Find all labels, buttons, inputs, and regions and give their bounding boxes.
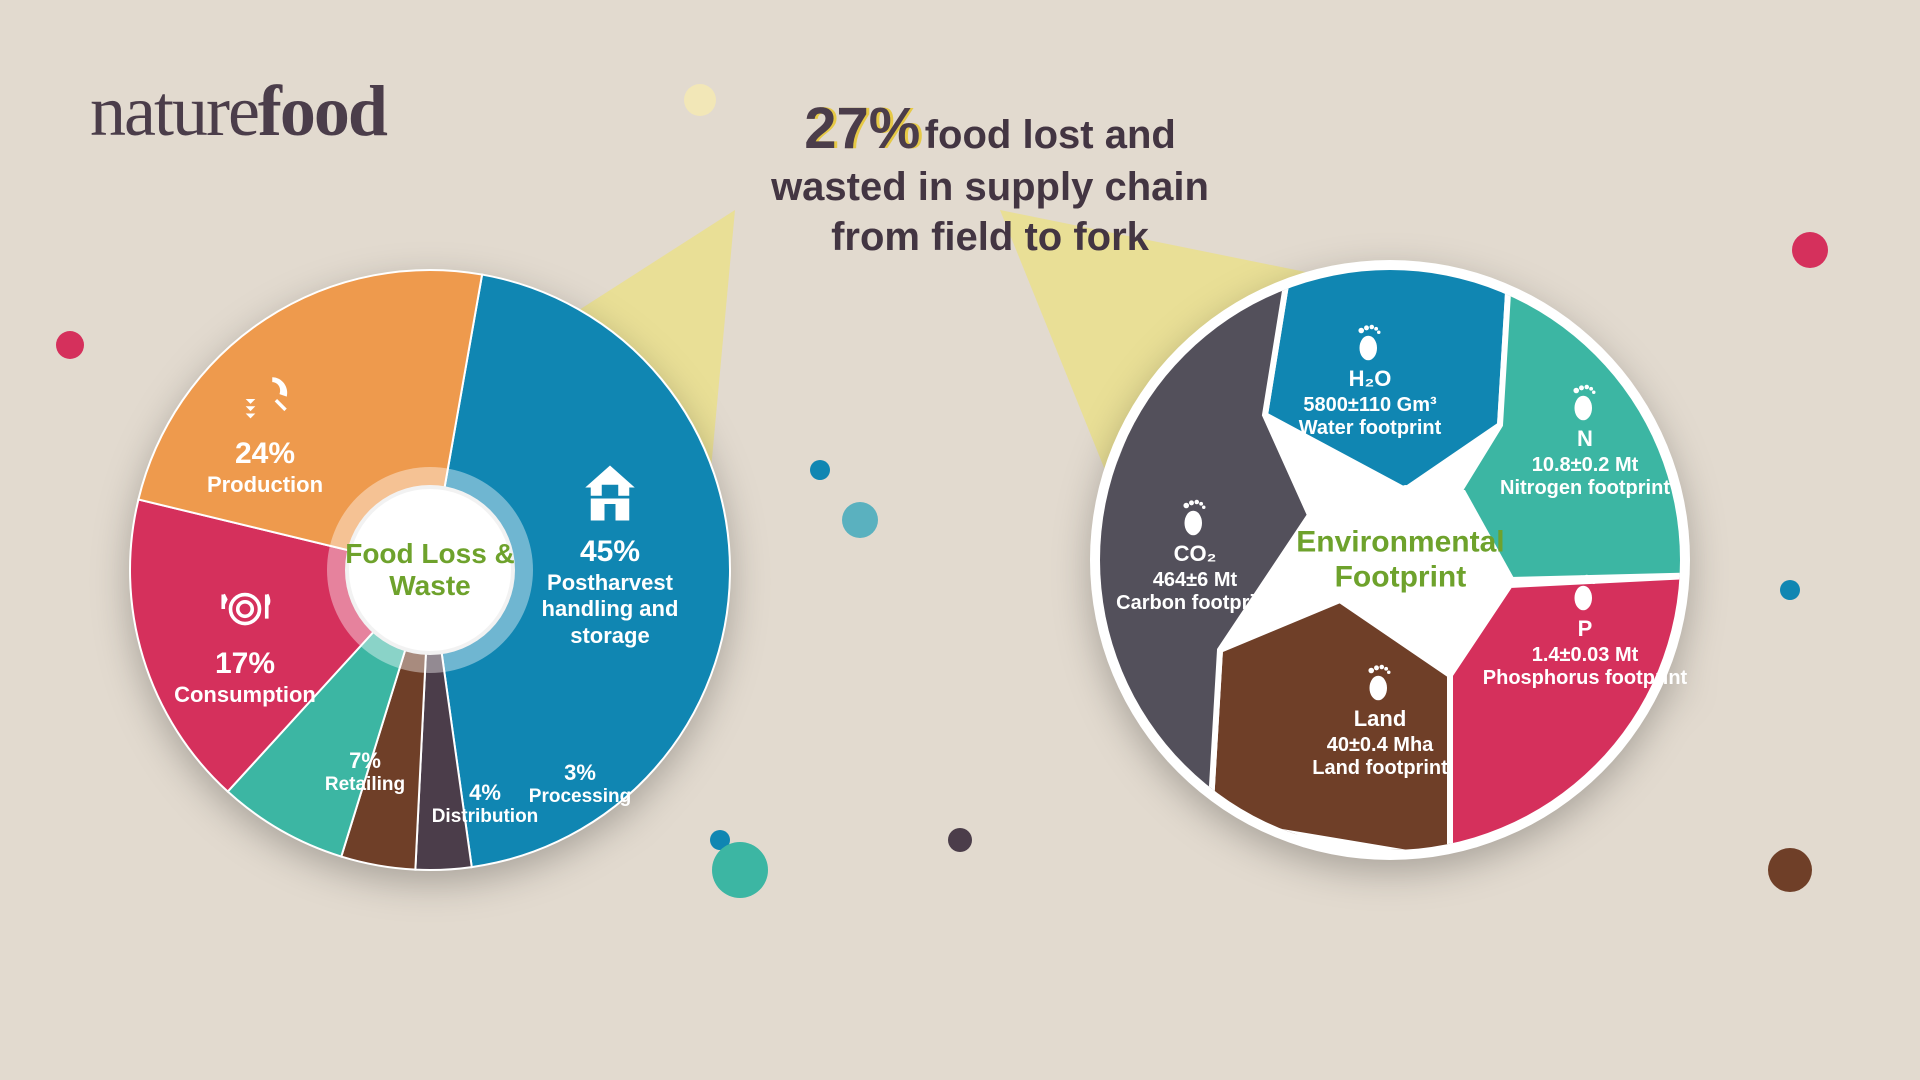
foot-icon bbox=[1564, 570, 1606, 612]
pie-label-distribution: 4% Distribution bbox=[410, 780, 560, 829]
env-label-phosphorus: P 1.4±0.03 Mt Phosphorus footprint bbox=[1480, 570, 1690, 690]
pie-label-postharvest: 45% Postharvest handling and storage bbox=[500, 460, 720, 649]
pie-name-4: Consumption bbox=[155, 682, 335, 708]
pie-pct-4: 17% bbox=[155, 646, 335, 682]
env-val-2: 1.4±0.03 Mt bbox=[1480, 644, 1690, 667]
pie-name-3: Retailing bbox=[310, 774, 420, 797]
env-formula-4: CO₂ bbox=[1100, 541, 1290, 567]
pie-label-production: 24% Production bbox=[175, 370, 355, 498]
env-center-2: Footprint bbox=[1335, 560, 1467, 593]
env-formula-1: N bbox=[1490, 426, 1680, 452]
env-val-3: 40±0.4 Mha bbox=[1280, 734, 1480, 757]
pie-label-consumption: 17% Consumption bbox=[155, 580, 335, 708]
env-label-carbon: CO₂ 464±6 Mt Carbon footprint bbox=[1100, 495, 1290, 615]
env-name-0: Water footprint bbox=[1270, 417, 1470, 440]
env-val-1: 10.8±0.2 Mt bbox=[1490, 454, 1680, 477]
headline-line1: food lost and bbox=[925, 113, 1176, 157]
env-label-water: H₂O 5800±110 Gm³ Water footprint bbox=[1270, 320, 1470, 440]
decor-dot bbox=[1780, 580, 1800, 600]
decor-dot bbox=[810, 460, 830, 480]
brand-part2: food bbox=[258, 71, 386, 151]
brand-part1: nature bbox=[90, 71, 258, 151]
pie-center-label: Food Loss & Waste bbox=[345, 538, 515, 602]
pie-pct-0: 45% bbox=[500, 534, 720, 570]
headline-line2: wasted in supply chain bbox=[771, 165, 1209, 209]
sickle-wheat-icon bbox=[236, 370, 294, 428]
headline: 27% food lost and wasted in supply chain… bbox=[720, 95, 1260, 262]
decor-dot bbox=[684, 84, 716, 116]
pie-name-2: Distribution bbox=[410, 806, 560, 829]
environmental-circle: Environmental Footprint H₂O 5800±110 Gm³… bbox=[1090, 260, 1690, 860]
env-center-label: Environmental Footprint bbox=[1296, 526, 1504, 595]
decor-dot bbox=[1768, 848, 1812, 892]
house-icon bbox=[577, 460, 643, 526]
pie-name-5: Production bbox=[175, 472, 355, 498]
foot-icon bbox=[1359, 660, 1401, 702]
env-formula-2: P bbox=[1480, 616, 1690, 642]
foot-icon bbox=[1349, 320, 1391, 362]
env-formula-3: Land bbox=[1280, 706, 1480, 732]
decor-dot bbox=[842, 502, 878, 538]
env-val-4: 464±6 Mt bbox=[1100, 569, 1290, 592]
env-formula-0: H₂O bbox=[1270, 366, 1470, 392]
env-center-1: Environmental bbox=[1296, 526, 1504, 559]
headline-line3: from field to fork bbox=[831, 215, 1149, 259]
pie-pct-2: 4% bbox=[410, 780, 560, 806]
foot-icon bbox=[1174, 495, 1216, 537]
env-val-0: 5800±110 Gm³ bbox=[1270, 394, 1470, 417]
brand-logo: naturefood bbox=[90, 70, 386, 153]
env-name-4: Carbon footprint bbox=[1100, 592, 1290, 615]
decor-dot bbox=[56, 331, 84, 359]
food-loss-pie: 45% Postharvest handling and storage 3% … bbox=[120, 260, 740, 880]
plate-icon bbox=[216, 580, 274, 638]
env-name-1: Nitrogen footprint bbox=[1490, 477, 1680, 500]
env-label-nitrogen: N 10.8±0.2 Mt Nitrogen footprint bbox=[1490, 380, 1680, 500]
headline-percent: 27% bbox=[804, 96, 920, 161]
decor-dot bbox=[1792, 232, 1828, 268]
foot-icon bbox=[1564, 380, 1606, 422]
pie-label-retailing: 7% Retailing bbox=[310, 748, 420, 797]
pie-pct-5: 24% bbox=[175, 436, 355, 472]
pie-name-0: Postharvest handling and storage bbox=[500, 570, 720, 649]
pie-center-hub: Food Loss & Waste bbox=[345, 485, 515, 655]
env-name-2: Phosphorus footprint bbox=[1480, 667, 1690, 690]
env-name-3: Land footprint bbox=[1280, 757, 1480, 780]
pie-pct-3: 7% bbox=[310, 748, 420, 774]
decor-dot bbox=[948, 828, 972, 852]
env-label-land: Land 40±0.4 Mha Land footprint bbox=[1280, 660, 1480, 780]
